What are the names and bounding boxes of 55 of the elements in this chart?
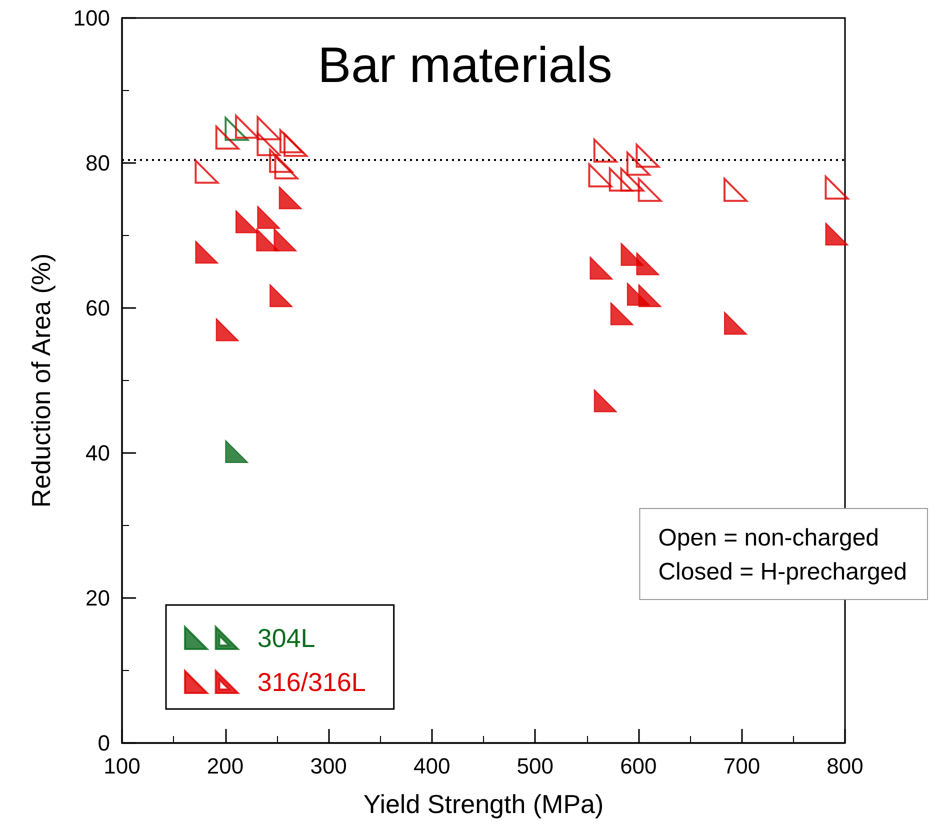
point bbox=[590, 256, 613, 280]
y-tick-label: 60 bbox=[86, 296, 110, 320]
point bbox=[610, 302, 634, 326]
y-tick-label: 80 bbox=[86, 150, 110, 176]
x-tick-label: 400 bbox=[414, 754, 450, 778]
chart-title: Bar materials bbox=[318, 37, 612, 93]
y-tick-label: 100 bbox=[73, 6, 110, 30]
annotation: Closed = H-precharged bbox=[658, 558, 908, 586]
point bbox=[195, 240, 218, 264]
point bbox=[235, 210, 258, 234]
point bbox=[724, 178, 748, 202]
point bbox=[215, 126, 240, 150]
point bbox=[269, 148, 294, 173]
legend-label: 304L bbox=[257, 623, 316, 653]
point bbox=[620, 168, 644, 192]
y-tick-label: 20 bbox=[86, 586, 110, 610]
point bbox=[194, 160, 219, 184]
point bbox=[626, 152, 650, 176]
point bbox=[274, 228, 297, 252]
point bbox=[636, 252, 660, 276]
y-tick-label: 40 bbox=[86, 440, 110, 466]
point bbox=[284, 132, 308, 157]
point bbox=[225, 440, 248, 464]
point bbox=[216, 318, 239, 342]
x-tick-label: 700 bbox=[723, 754, 760, 778]
point bbox=[256, 132, 281, 156]
y-axis-title: Reduction of Area (%) bbox=[26, 253, 56, 508]
point bbox=[724, 312, 748, 335]
point bbox=[224, 116, 249, 141]
point bbox=[608, 168, 633, 192]
point bbox=[638, 178, 662, 202]
point bbox=[279, 129, 304, 154]
point bbox=[636, 144, 660, 168]
annotation: Open = non-charged bbox=[658, 524, 880, 552]
point bbox=[278, 186, 302, 210]
legend-label: 316/316L bbox=[257, 667, 366, 697]
x-axis-title: Yield Strength (MPa) bbox=[363, 789, 604, 819]
x-tick-label: 500 bbox=[516, 754, 554, 778]
point bbox=[638, 284, 662, 308]
point bbox=[825, 222, 848, 246]
point bbox=[256, 116, 281, 140]
x-tick-label: 100 bbox=[104, 754, 140, 778]
point bbox=[234, 114, 259, 139]
x-tick-label: 600 bbox=[620, 754, 657, 778]
x-tick-label: 800 bbox=[826, 754, 864, 778]
point bbox=[588, 163, 612, 188]
y-tick-label: 0 bbox=[98, 730, 110, 756]
point bbox=[270, 284, 293, 308]
point bbox=[824, 176, 849, 200]
point bbox=[257, 206, 280, 229]
x-tick-label: 300 bbox=[310, 754, 347, 778]
point bbox=[593, 138, 618, 163]
point bbox=[274, 155, 298, 180]
point bbox=[594, 389, 617, 412]
x-tick-label: 200 bbox=[206, 754, 244, 778]
